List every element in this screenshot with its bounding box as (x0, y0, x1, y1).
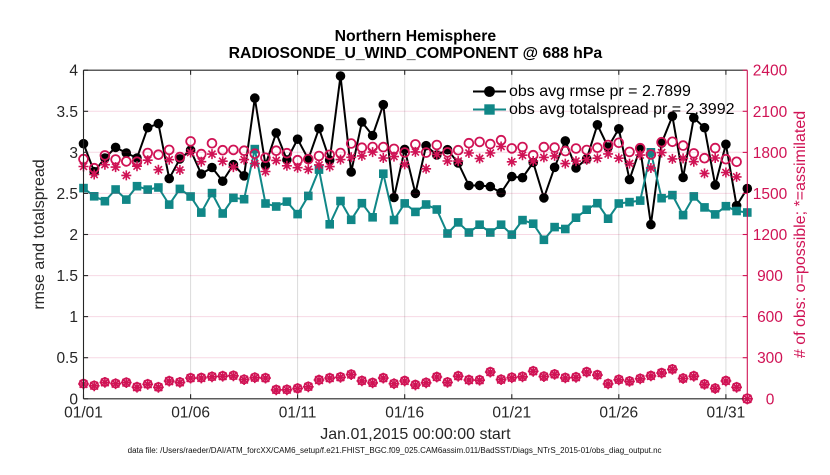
svg-text:obs avg rmse pr = 2.7899: obs avg rmse pr = 2.7899 (509, 83, 691, 100)
svg-text:1500: 1500 (753, 186, 788, 203)
svg-text:data file: /Users/raeder/DAI/A: data file: /Users/raeder/DAI/ATM_forcXX/… (128, 446, 662, 455)
svg-text:3.5: 3.5 (56, 104, 78, 121)
svg-text:2: 2 (69, 227, 78, 244)
svg-text:obs avg totalspread pr = 2.399: obs avg totalspread pr = 2.3992 (509, 101, 735, 118)
svg-text:0: 0 (766, 391, 775, 408)
svg-text:0.5: 0.5 (56, 350, 78, 367)
svg-text:3: 3 (69, 145, 78, 162)
svg-text:RADIOSONDE_U_WIND_COMPONENT @: RADIOSONDE_U_WIND_COMPONENT @ 688 hPa (229, 45, 603, 62)
svg-text:1800: 1800 (753, 145, 788, 162)
svg-text:2100: 2100 (753, 104, 788, 121)
svg-text:01/21: 01/21 (492, 404, 531, 421)
svg-text:1200: 1200 (753, 227, 788, 244)
svg-text:01/26: 01/26 (599, 404, 638, 421)
svg-text:01/06: 01/06 (171, 404, 210, 421)
svg-text:01/01: 01/01 (64, 404, 103, 421)
svg-text:900: 900 (757, 268, 783, 285)
svg-text:600: 600 (757, 309, 783, 326)
svg-text:2400: 2400 (753, 63, 788, 80)
svg-text:300: 300 (757, 350, 783, 367)
svg-text:4: 4 (69, 63, 78, 80)
svg-text:1.5: 1.5 (56, 268, 78, 285)
svg-text:rmse and totalspread: rmse and totalspread (31, 159, 48, 309)
svg-text:01/31: 01/31 (707, 404, 746, 421)
svg-text:Jan.01,2015 00:00:00 start: Jan.01,2015 00:00:00 start (320, 426, 511, 443)
svg-text:1: 1 (69, 309, 78, 326)
svg-text:# of obs: o=possible; *=assimi: # of obs: o=possible; *=assimilated (792, 111, 809, 358)
svg-text:0: 0 (69, 391, 78, 408)
svg-text:2.5: 2.5 (56, 186, 78, 203)
svg-text:01/16: 01/16 (385, 404, 424, 421)
svg-text:01/11: 01/11 (279, 404, 317, 421)
svg-text:Northern Hemisphere: Northern Hemisphere (335, 28, 497, 45)
